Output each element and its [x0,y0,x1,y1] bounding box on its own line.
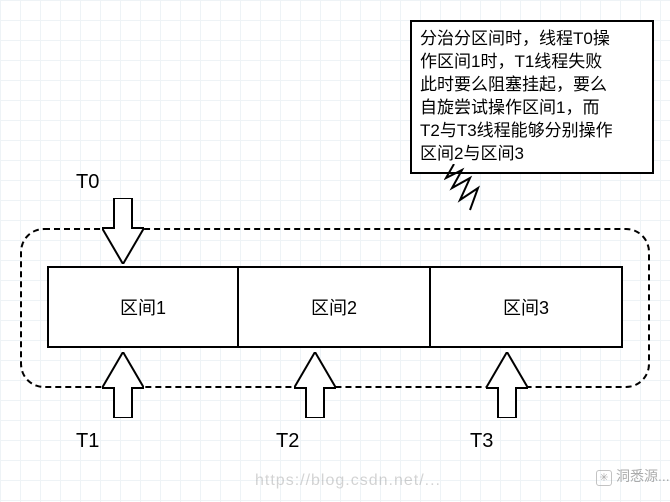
callout-line: 自旋尝试操作区间1，而 [420,97,644,120]
zone-label: 区间3 [503,294,549,320]
watermark-brand-text: 洞悉源... [616,468,670,484]
zones-row: 区间1 区间2 区间3 [47,266,623,348]
arrow-down-icon [102,198,144,264]
callout-line: 此时要么阻塞挂起，要么 [420,74,644,97]
callout-line: 分治分区间时，线程T0操 [420,28,644,51]
arrow-up-T1 [102,352,144,418]
callout-line: 区间2与区间3 [420,143,644,166]
zone-label: 区间2 [311,294,357,320]
diagram-stage: 区间1 区间2 区间3 分治分区间时，线程T0操作区间1时，T1线程失败此时要么阻塞… [0,0,670,502]
callout-box: 分治分区间时，线程T0操作区间1时，T1线程失败此时要么阻塞挂起，要么自旋尝试操… [410,20,654,174]
zone-1: 区间1 [47,266,239,348]
lbl-T3: T3 [470,430,493,453]
zone-label: 区间1 [120,294,166,320]
arrow-up-T3 [486,352,528,418]
watermark-url: https://blog.csdn.net/... [255,472,441,490]
arrow-up-icon [294,352,336,418]
arrow-down-T0 [102,198,144,264]
wechat-icon: ✳ [596,470,612,486]
callout-line: 作区间1时，T1线程失败 [420,51,644,74]
watermark-brand: ✳洞悉源... [596,466,670,486]
callout-line: T2与T3线程能够分别操作 [420,120,644,143]
arrow-up-T2 [294,352,336,418]
arrow-up-icon [102,352,144,418]
zone-2: 区间2 [239,266,431,348]
callout-tail [444,164,504,224]
zone-3: 区间3 [431,266,623,348]
arrow-up-icon [486,352,528,418]
lbl-T0: T0 [76,171,99,194]
lbl-T2: T2 [276,430,299,453]
lbl-T1: T1 [76,430,99,453]
